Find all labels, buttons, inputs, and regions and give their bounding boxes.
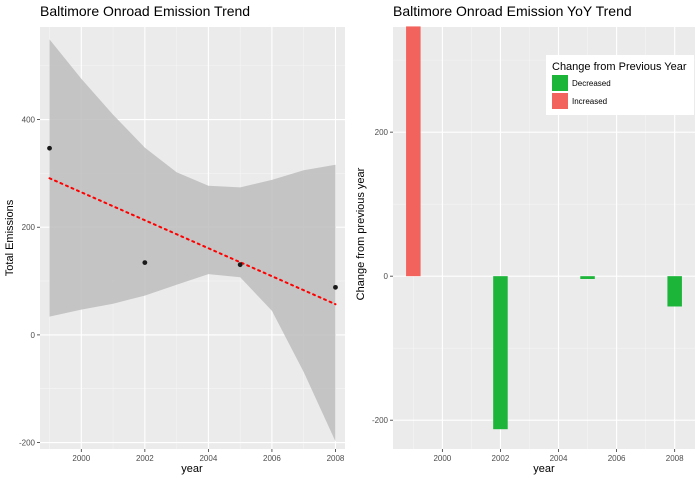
right-x-tick-label: 2008 [666,454,684,463]
left-x-tick-labels: 2000 2002 2004 2006 2008 [72,449,345,463]
legend-label-increased: Increased [572,97,607,106]
right-y-axis-title: Change from previous year [355,167,367,300]
left-x-tick-label: 2002 [136,454,154,463]
scatter-point [142,260,148,265]
right-y-tick-label: 200 [375,128,389,137]
left-y-tick-labels: -200 0 200 400 [19,116,40,448]
bars [406,26,682,430]
bar-decreased [493,276,508,430]
legend-swatch-decreased [552,75,568,91]
legend-label-decreased: Decreased [572,79,611,88]
left-y-axis-title: Total Emissions [4,199,16,276]
legend-swatch-increased [552,93,568,109]
left-chart-title: Baltimore Onroad Emission Trend [40,3,250,19]
scatter-points [47,145,338,290]
right-y-tick-label: -200 [372,416,389,425]
legend-box [546,55,694,115]
left-x-tick-label: 2004 [199,454,217,463]
bar-increased [406,26,421,277]
scatter-point [333,284,338,290]
right-y-tick-labels: -200 0 200 [372,128,393,425]
right-chart-title: Baltimore Onroad Emission YoY Trend [393,3,632,19]
right-x-tick-label: 2002 [492,454,510,463]
legend-title: Change from Previous Year [552,61,687,73]
right-x-tick-label: 2004 [550,454,568,463]
left-y-tick-label: 200 [22,223,36,232]
left-y-tick-label: -200 [19,439,36,448]
left-x-tick-label: 2008 [327,454,345,463]
left-x-tick-label: 2000 [72,454,90,463]
right-x-tick-label: 2000 [433,454,451,463]
bar-decreased [580,276,595,279]
left-y-tick-label: 0 [31,331,36,340]
bar-decreased [667,276,682,307]
right-x-tick-labels: 2000 2002 2004 2006 2008 [433,449,684,463]
right-y-tick-label: 0 [384,272,389,281]
legend: Change from Previous Year Decreased Incr… [546,55,694,115]
trend-line [48,177,337,306]
scatter-point [47,145,52,151]
right-x-axis-title: year [533,463,555,475]
right-x-tick-label: 2006 [608,454,626,463]
left-x-axis-title: year [181,463,203,475]
scatter-point [237,262,243,268]
left-x-tick-label: 2006 [263,454,281,463]
left-y-tick-label: 400 [22,116,36,125]
